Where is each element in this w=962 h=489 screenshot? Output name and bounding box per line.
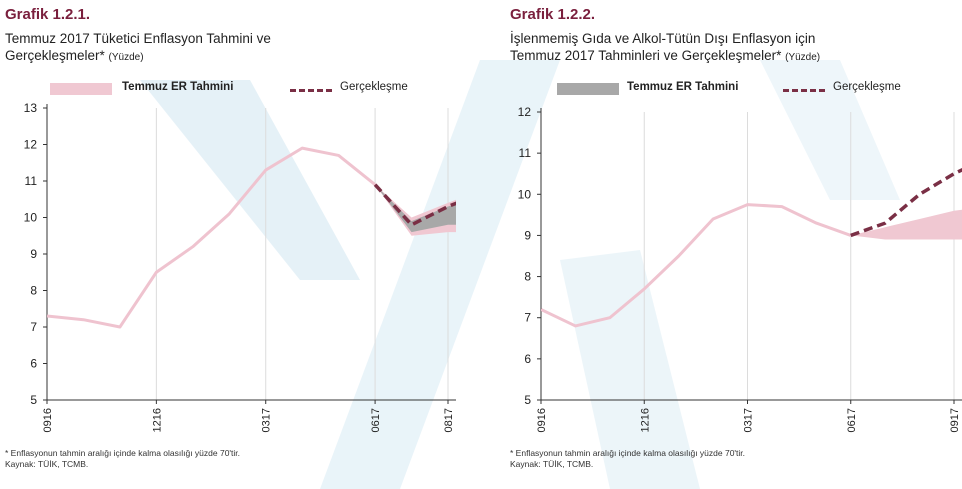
- y-tick-label: 11: [25, 174, 38, 188]
- series-realized-line: [373, 183, 456, 227]
- y-tick-label: 12: [518, 105, 532, 119]
- legend-line-label: Gerçekleşme: [340, 81, 408, 93]
- subtitle-unit: (Yüzde): [785, 52, 821, 63]
- forecast-band-outer: [850, 209, 962, 240]
- subtitle-line1: Temmuz 2017 Tüketici Enflasyon Tahmini v…: [5, 31, 271, 46]
- x-tick-label: 1216: [151, 408, 163, 432]
- chart-legend: Temmuz ER Tahmini Gerçekleşme: [557, 80, 957, 96]
- series-history-line: [47, 146, 377, 329]
- y-tick-label: 9: [30, 247, 37, 261]
- x-tick-label: 1216: [639, 408, 651, 432]
- x-tick-label: 0317: [743, 408, 755, 432]
- chart-panel-1: Grafik 1.2.1. Temmuz 2017 Tüketici Enfla…: [0, 0, 475, 489]
- chart-panel-2: Grafik 1.2.2. İşlenmemiş Gıda ve Alkol-T…: [505, 0, 962, 489]
- chart-footnote: * Enflasyonun tahmin aralığı içinde kalm…: [5, 448, 240, 470]
- x-tick-label: 0917: [949, 408, 961, 432]
- y-tick-label: 7: [524, 311, 531, 325]
- x-tick-label: 0916: [42, 408, 54, 432]
- y-tick-label: 5: [524, 393, 531, 407]
- y-tick-label: 8: [30, 284, 37, 298]
- y-tick-label: 10: [518, 187, 532, 201]
- chart-subtitle: İşlenmemiş Gıda ve Alkol-Tütün Dışı Enfl…: [510, 30, 962, 66]
- footnote-text: * Enflasyonun tahmin aralığı içinde kalm…: [5, 448, 241, 458]
- x-tick-label: 0817: [443, 408, 455, 432]
- subtitle-line2: Gerçekleşmeler*: [5, 48, 105, 63]
- chart-plot-2: 5 6 7 8 9 10 11 12 0916 1216 0317 0617 0917: [518, 105, 962, 432]
- chart-title: Grafik 1.2.2.: [510, 6, 596, 23]
- legend-band-swatch: [50, 83, 112, 95]
- subtitle-unit: (Yüzde): [108, 52, 144, 63]
- chart-footnote: * Enflasyonun tahmin aralığı içinde kalm…: [510, 448, 745, 470]
- legend-line-label: Gerçekleşme: [833, 81, 901, 93]
- x-tick-label: 0617: [846, 408, 858, 432]
- chart-legend: Temmuz ER Tahmini Gerçekleşme: [50, 80, 460, 96]
- series-history-line: [541, 203, 852, 328]
- subtitle-line1: İşlenmemiş Gıda ve Alkol-Tütün Dışı Enfl…: [510, 31, 816, 46]
- y-tick-label: 13: [24, 101, 38, 115]
- y-tick-label: 5: [30, 393, 37, 407]
- y-tick-label: 7: [30, 320, 37, 334]
- subtitle-line2: Temmuz 2017 Tahminleri ve Gerçekleşmeler…: [510, 48, 782, 63]
- x-tick-label: 0916: [536, 408, 548, 432]
- legend-band-label: Temmuz ER Tahmini: [627, 81, 739, 93]
- legend-line-swatch: [290, 89, 332, 92]
- source-text: Kaynak: TÜİK, TCMB.: [510, 459, 594, 469]
- footnote-text: * Enflasyonun tahmin aralığı içinde kalm…: [510, 448, 746, 458]
- chart-plot-1: 5 6 7 8 9 10 11 12 13 0916 1216 0317 0617 0817: [24, 101, 456, 432]
- legend-band-label: Temmuz ER Tahmini: [122, 81, 234, 93]
- legend-line-swatch: [783, 89, 825, 92]
- y-tick-label: 6: [524, 352, 531, 366]
- x-tick-label: 0317: [261, 408, 273, 432]
- y-tick-label: 8: [524, 270, 531, 284]
- plot-area: [541, 167, 962, 328]
- x-tick-label: 0617: [370, 408, 382, 432]
- legend-band-swatch: [557, 83, 619, 95]
- source-text: Kaynak: TÜİK, TCMB.: [5, 459, 89, 469]
- y-tick-label: 9: [524, 228, 531, 242]
- plot-area: [47, 146, 456, 329]
- y-tick-label: 10: [24, 211, 38, 225]
- chart-title: Grafik 1.2.1.: [5, 6, 91, 23]
- y-tick-label: 11: [519, 146, 532, 160]
- y-tick-label: 6: [30, 357, 37, 371]
- forecast-band-inner: [375, 184, 456, 233]
- chart-subtitle: Temmuz 2017 Tüketici Enflasyon Tahmini v…: [5, 30, 465, 66]
- y-tick-label: 12: [24, 138, 38, 152]
